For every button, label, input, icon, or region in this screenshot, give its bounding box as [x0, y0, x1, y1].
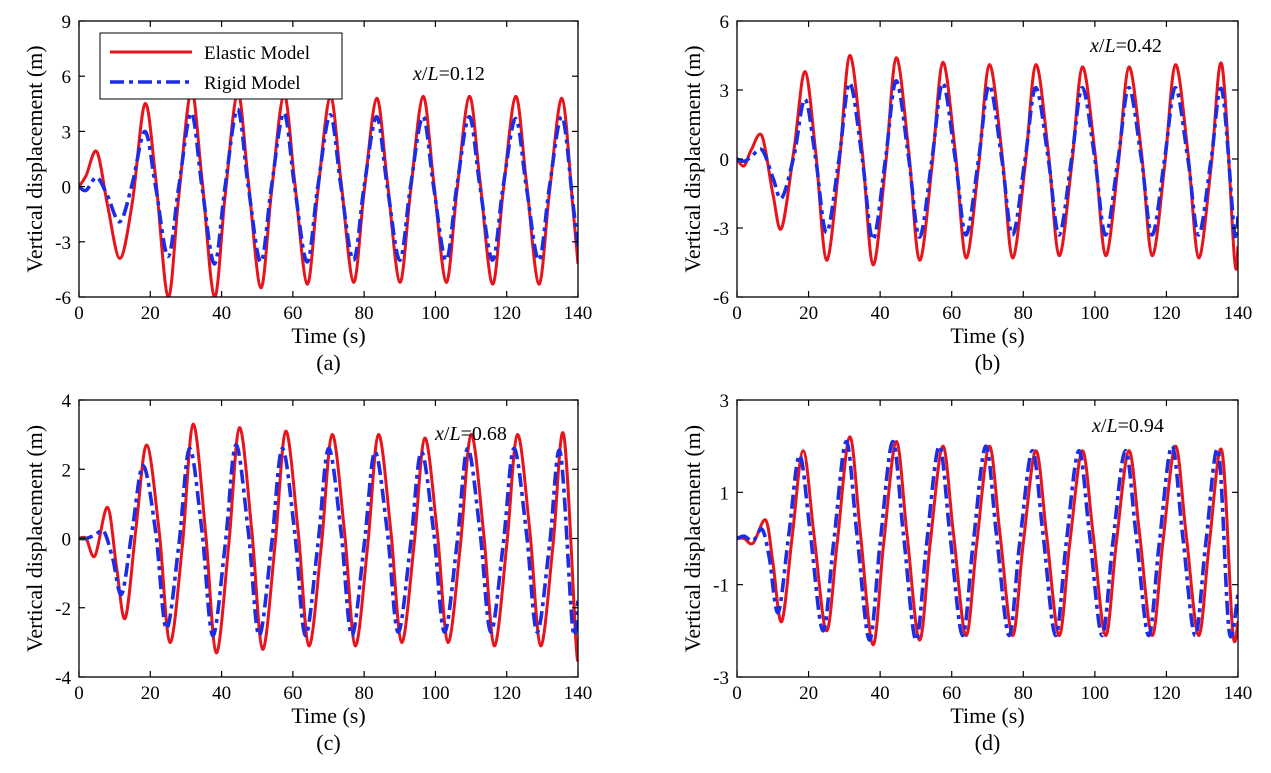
x-tick-label: 40: [871, 303, 890, 324]
chart-panel-c: 0 20 40 60 80 100 120 140 -4 -2 0 2 4 Time (s) Vertica…: [22, 391, 592, 755]
y-tick-label: 3: [720, 391, 730, 412]
x-tick-label: 20: [141, 303, 160, 324]
y-tick-label: 2: [62, 460, 72, 481]
y-tick-label: 1: [720, 483, 730, 504]
x-axis-title: Time (s): [291, 703, 365, 728]
axes-frame: [78, 20, 579, 298]
x-tick-label: 60: [942, 303, 961, 324]
y-tick-label: 0: [720, 150, 730, 171]
axes-frame: [736, 399, 1239, 678]
y-tick-label: 3: [62, 122, 72, 143]
position-annotation: x/L=0.12: [412, 63, 485, 85]
y-tick-label: -1: [713, 576, 729, 597]
y-tick-label: 0: [62, 530, 72, 551]
x-tick-label: 20: [141, 683, 160, 704]
y-tick-label: 4: [62, 391, 72, 412]
y-tick-label: 9: [62, 12, 72, 33]
x-tick-label: 120: [1152, 303, 1181, 324]
y-tick-label: 6: [62, 67, 72, 88]
x-tick-label: 60: [283, 683, 302, 704]
legend: Elastic Model Rigid Model: [99, 32, 343, 100]
x-tick-label: 140: [1224, 683, 1253, 704]
x-tick-label: 140: [564, 303, 593, 324]
y-tick-label: 0: [62, 178, 72, 199]
y-tick-label: -4: [55, 668, 71, 689]
y-tick-label: -6: [55, 288, 71, 309]
series-line-rigid: [737, 439, 1238, 642]
x-tick-label: 0: [732, 683, 742, 704]
legend-label-rigid: Rigid Model: [204, 73, 301, 94]
legend-label-elastic: Elastic Model: [204, 43, 310, 64]
chart-panel-b: 0 20 40 60 80 100 120 140 -6 -3 0 3 6 Time (s) Vertica…: [680, 12, 1252, 375]
panel-label: (d): [975, 730, 1001, 755]
series-line-rigid: [79, 107, 578, 266]
x-tick-label: 0: [74, 683, 84, 704]
y-tick-label: -3: [713, 219, 729, 240]
x-tick-label: 120: [1152, 683, 1181, 704]
x-axis-title: Time (s): [950, 703, 1024, 728]
series-line-elastic: [737, 435, 1238, 647]
x-tick-label: 140: [1224, 303, 1253, 324]
panel-label: (c): [316, 730, 340, 755]
x-tick-label: 80: [1014, 303, 1033, 324]
y-tick-label: -6: [713, 288, 729, 309]
axes-frame: [736, 20, 1239, 298]
series-line-elastic: [79, 422, 578, 662]
x-tick-label: 140: [564, 683, 593, 704]
x-tick-label: 80: [355, 303, 374, 324]
x-tick-label: 60: [283, 303, 302, 324]
x-tick-label: 120: [492, 683, 521, 704]
x-tick-label: 0: [732, 303, 742, 324]
y-axis-title: Vertical displacement (m): [22, 45, 47, 272]
x-tick-label: 80: [1014, 683, 1033, 704]
legend-box: [99, 32, 343, 100]
series-line-rigid: [737, 79, 1238, 242]
x-tick-label: 100: [421, 303, 450, 324]
y-axis-title: Vertical displacement (m): [680, 425, 705, 652]
position-annotation: x/L=0.68: [434, 423, 507, 445]
y-axis-title: Vertical displacement (m): [680, 45, 705, 272]
x-tick-label: 40: [212, 303, 231, 324]
panel-label: (b): [975, 350, 1001, 375]
x-axis-title: Time (s): [950, 323, 1024, 348]
x-tick-label: 20: [799, 683, 818, 704]
y-tick-label: 3: [720, 81, 730, 102]
y-tick-label: 6: [720, 12, 730, 33]
x-tick-label: 120: [492, 303, 521, 324]
x-tick-label: 80: [355, 683, 374, 704]
y-tick-label: -3: [713, 668, 729, 689]
x-tick-label: 60: [942, 683, 961, 704]
x-axis-title: Time (s): [291, 323, 365, 348]
x-tick-label: 20: [799, 303, 818, 324]
x-tick-label: 100: [421, 683, 450, 704]
x-tick-label: 40: [871, 683, 890, 704]
panel-label: (a): [316, 350, 340, 375]
x-tick-label: 40: [212, 683, 231, 704]
y-tick-label: -3: [55, 233, 71, 254]
chart-panel-d: 0 20 40 60 80 100 120 140 -3 -1 1 3 Time (s) Vertical…: [680, 391, 1252, 755]
position-annotation: x/L=0.94: [1091, 415, 1164, 437]
chart-panel-a: 0 20 40 60 80 100 120 140 -6 -3 0 3 6 9 Time (s) Vertic…: [22, 12, 592, 375]
y-tick-label: -2: [55, 599, 71, 620]
x-tick-label: 100: [1081, 683, 1110, 704]
x-tick-label: 100: [1081, 303, 1110, 324]
position-annotation: x/L=0.42: [1089, 35, 1162, 57]
x-tick-label: 0: [74, 303, 84, 324]
y-axis-title: Vertical displacement (m): [22, 425, 47, 652]
